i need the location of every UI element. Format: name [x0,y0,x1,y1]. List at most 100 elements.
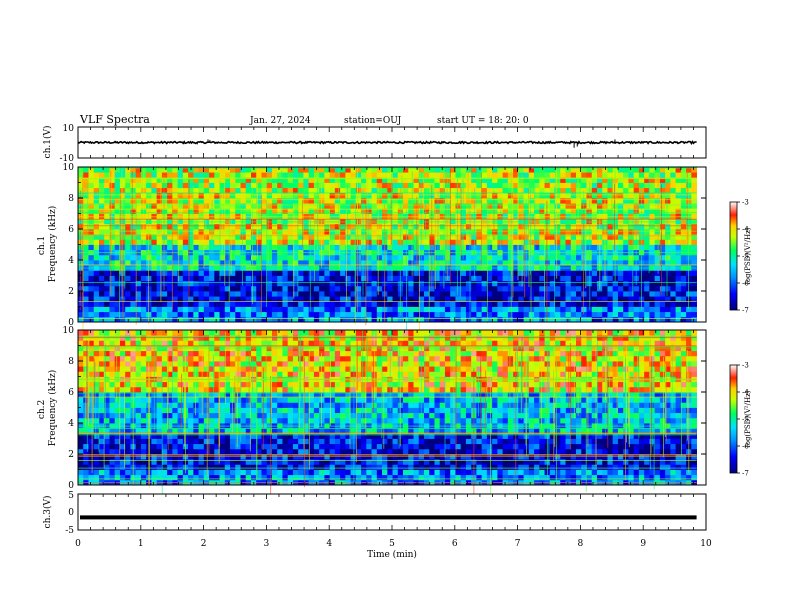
spectrogram-cell [193,192,199,199]
spectrogram-cell [612,192,619,199]
spectrogram-cell [371,280,378,287]
spectrogram-cell [230,275,236,282]
spectrogram-cell [534,229,540,235]
spectrogram-cell [476,438,483,445]
spectrogram-cell [271,187,278,194]
spectrogram-cell [277,192,283,199]
spectrogram-cell [98,285,105,292]
spectrogram-cell [534,192,540,199]
spectrogram-cell [188,433,194,439]
spectrogram-cell [256,296,262,302]
spectrogram-cell [612,443,619,450]
spectrogram-streak [517,170,519,254]
spectrogram-cell [502,464,509,470]
spectrogram-cell [188,454,194,460]
spectrogram-cell [214,254,220,261]
spectrogram-cell [198,459,205,465]
spectrogram-cell [570,291,577,297]
spectrogram-cell [350,218,357,225]
spectrogram-cell [235,275,241,282]
spectrogram-cell [345,223,351,230]
spectrogram-cell [355,443,362,450]
spectrogram-cell [88,311,95,318]
spectrogram-cell [271,433,278,439]
spectrogram-cell [408,454,414,460]
spectrogram-cell [329,218,336,225]
spectrogram-cell [403,234,409,240]
spectrogram-cell [628,192,635,199]
spectrogram-cell [460,167,467,173]
spectrogram-cell [361,167,367,173]
spectrogram-cell [177,443,184,450]
spectrogram-cell [387,448,393,455]
spectrogram-cell [182,203,189,209]
spectrogram-cell [214,187,220,194]
spectrogram-cell [423,316,430,323]
spectrogram-cell [250,306,257,313]
spectrogram-streak [528,197,530,287]
spectrogram-cell [591,291,598,297]
spectrogram-cell [340,270,346,276]
spectrogram-cell [423,218,430,225]
spectrogram-cell [560,270,566,276]
spectrogram-cell [607,438,614,445]
spectrogram-cell [450,464,456,470]
spectrogram-cell [565,223,572,230]
spectrogram-cell [109,213,116,220]
spectrogram-cell [607,260,614,266]
spectrogram-cell [345,192,351,199]
spectrogram-cell [109,428,116,434]
spectrogram-cell [581,438,587,445]
spectrogram-cell [439,254,446,261]
spectrogram-cell [203,291,210,297]
spectrogram-cell [361,291,367,297]
spectrogram-cell [670,270,677,276]
spectrogram-cell [413,280,420,287]
spectrogram-cell [250,213,257,220]
spectrogram-cell [240,306,247,313]
spectrogram-streak [163,175,165,291]
spectrogram-cell [633,198,640,204]
spectrogram-cell [93,260,100,266]
spectrogram-cell [198,229,205,235]
spectrogram-cell [88,448,95,455]
spectrogram-cell [167,223,173,230]
spectrogram-cell [93,167,100,173]
spectrogram-cell [382,474,388,481]
spectrogram-cell [502,443,509,450]
spectrogram-cell [654,203,661,209]
spectrogram-cell [78,244,84,251]
spectrogram-cell [308,464,315,470]
spectrogram-cell [408,464,414,470]
spectrogram-cell [266,208,273,214]
spectrogram-cell [423,192,430,199]
spectrogram-cell [177,464,184,470]
spectrogram-cell [560,291,566,297]
spectrogram-cell [450,192,456,199]
spectrogram-cell [303,469,310,476]
spectrogram-cell [450,459,456,465]
spectrogram-cell [319,182,325,189]
spectrogram-cell [607,280,614,287]
spectrogram-cell [565,459,572,465]
spectrogram-cell [576,172,582,178]
spectrogram-cell [670,213,677,220]
spectrogram-cell [486,454,493,460]
spectrogram-cell [230,229,236,235]
spectrogram-cell [591,433,598,439]
spectrogram-cell [617,306,624,313]
spectrogram-cell [161,187,168,194]
spectrogram-cell [534,316,540,323]
spectrogram-cell [539,438,545,445]
spectrogram-cell [156,296,163,302]
spectrogram-cell [555,459,561,465]
spectrogram-cell [78,177,84,183]
spectrogram-cell [172,167,178,173]
spectrogram-cell [214,291,220,297]
spectrogram-cell [518,285,524,292]
spectrogram-cell [188,192,194,199]
spectrogram-cell [413,306,420,313]
spectrogram-cell [570,296,577,302]
spectrogram-cell [308,213,315,220]
spectrogram-cell [114,433,121,439]
